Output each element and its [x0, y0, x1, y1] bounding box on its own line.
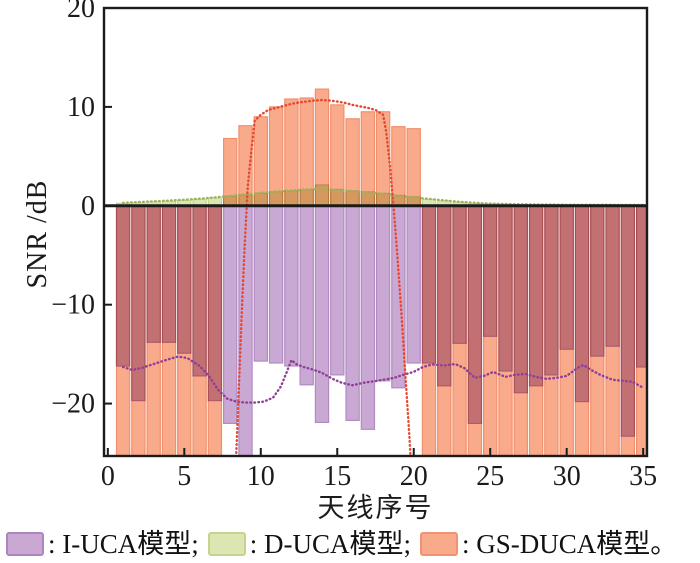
- x-axis-title: 天线序号: [317, 493, 434, 523]
- svg-text:0: 0: [81, 191, 95, 222]
- iuca-color-swatch-icon: [6, 532, 44, 556]
- legend-label-iuca: : I-UCA模型;: [48, 529, 199, 559]
- svg-text:−20: −20: [51, 389, 95, 420]
- svg-text:−10: −10: [51, 290, 95, 321]
- chart-legend: : I-UCA模型; : D-UCA模型; : GS-DUCA模型。: [6, 527, 700, 561]
- svg-text:5: 5: [177, 461, 191, 492]
- legend-label-duca: : D-UCA模型;: [249, 529, 411, 559]
- svg-text:10: 10: [67, 92, 95, 123]
- svg-text:15: 15: [323, 461, 351, 492]
- svg-text:30: 30: [553, 461, 581, 492]
- svg-text:0: 0: [101, 461, 115, 492]
- legend-item-gsduca: : GS-DUCA模型。: [420, 527, 677, 561]
- legend-item-iuca: : I-UCA模型;: [6, 527, 199, 561]
- legend-item-duca: : D-UCA模型;: [207, 527, 411, 561]
- svg-text:25: 25: [476, 461, 504, 492]
- y-axis-title: SNR /dB: [22, 179, 53, 289]
- svg-text:10: 10: [247, 461, 275, 492]
- gsduca-color-swatch-icon: [420, 532, 458, 556]
- svg-text:20: 20: [67, 0, 95, 24]
- duca-color-swatch-icon: [207, 532, 246, 556]
- svg-text:20: 20: [400, 461, 428, 492]
- legend-label-gsduca: : GS-DUCA模型。: [462, 529, 678, 559]
- svg-text:35: 35: [629, 461, 657, 492]
